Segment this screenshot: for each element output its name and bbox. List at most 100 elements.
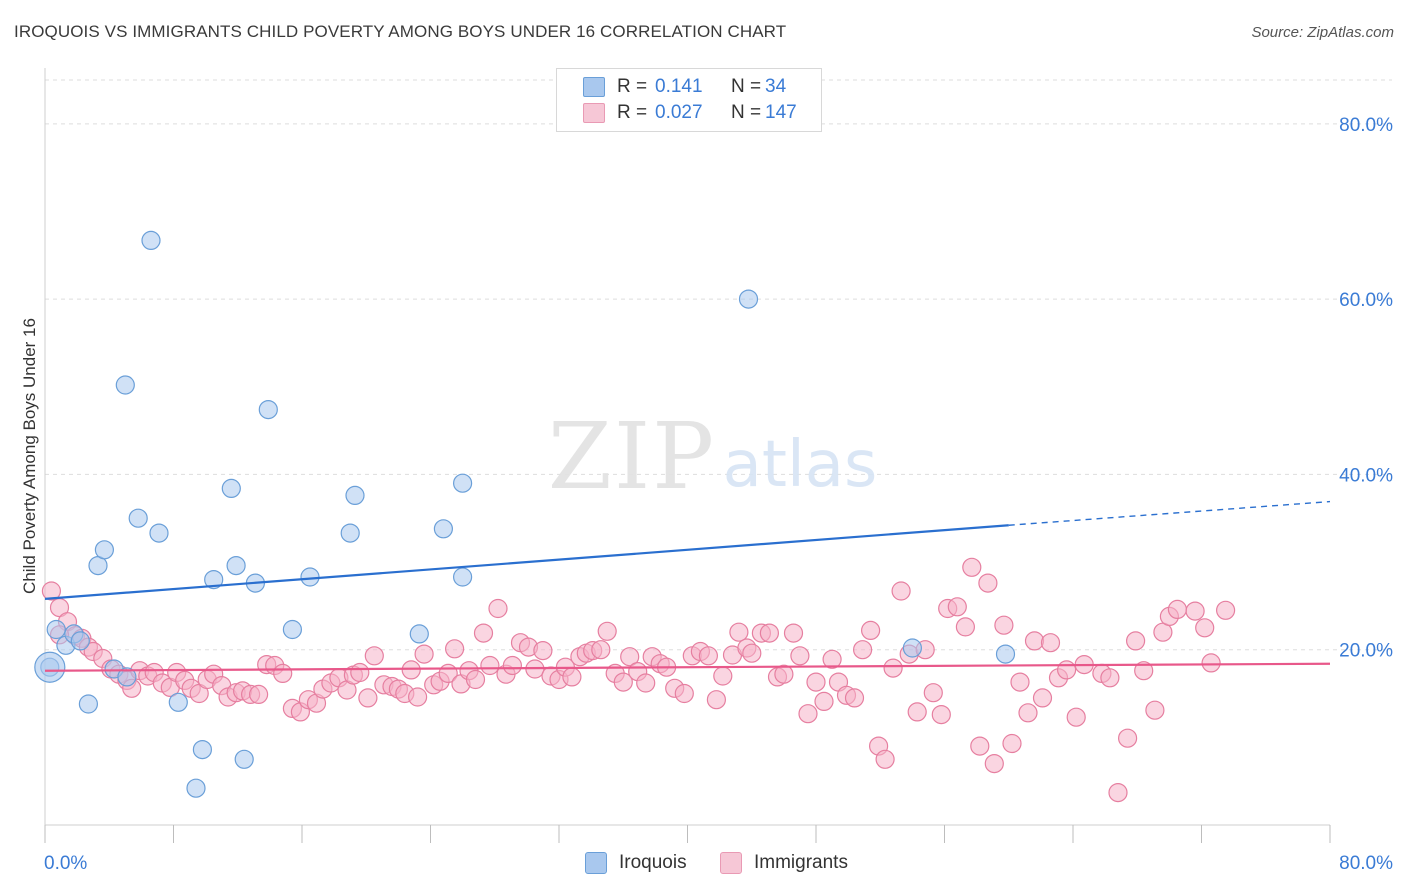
immigrants-point	[358, 688, 378, 708]
immigrants-point	[414, 644, 434, 664]
legend-label-immigrants: Immigrants	[754, 852, 848, 873]
legend-swatch-iroquois	[583, 77, 605, 97]
iroquois-point	[282, 619, 302, 640]
legend-row-iroquois: R = 0.141 N = 34	[583, 75, 786, 99]
immigrants-point	[844, 688, 865, 708]
immigrants-point	[783, 623, 804, 643]
r-label: R =	[617, 76, 648, 97]
immigrants-point	[729, 622, 749, 642]
immigrants-point	[1100, 668, 1120, 688]
iroquois-point	[128, 508, 148, 528]
stats-legend: R = 0.141 N = 34 R = 0.027 N = 147	[556, 68, 822, 132]
immigrants-point	[1167, 599, 1188, 620]
immigrants-point	[613, 672, 633, 692]
iroquois-point	[141, 230, 161, 250]
immigrants-point	[41, 581, 62, 601]
legend-item-immigrants[interactable]: Immigrants	[720, 852, 848, 874]
immigrants-point	[798, 704, 818, 724]
immigrants-point	[891, 581, 911, 601]
immigrants-point	[962, 557, 982, 577]
iroquois-point	[258, 400, 278, 420]
iroquois-point	[186, 778, 206, 798]
immigrants-point	[636, 673, 656, 693]
immigrants-point	[698, 646, 719, 666]
legend-swatch-iroquois	[585, 852, 607, 874]
y-tick-label: 80.0%	[1339, 115, 1393, 136]
immigrants-point	[591, 640, 611, 660]
immigrants-point	[774, 664, 794, 684]
legend-swatch-immigrants	[583, 103, 605, 123]
immigrants-point	[502, 655, 523, 676]
iroquois-point-large	[34, 651, 66, 683]
immigrants-point	[790, 646, 810, 666]
n-value: 34	[765, 76, 787, 97]
n-label: N =	[731, 102, 762, 123]
immigrants-point	[852, 640, 873, 660]
iroquois-point	[300, 567, 320, 587]
immigrants-point	[350, 662, 370, 683]
n-label: N =	[731, 76, 762, 97]
immigrants-trend	[44, 662, 1331, 672]
y-axis-label: Child Poverty Among Boys Under 16	[20, 318, 39, 594]
immigrants-point	[947, 597, 967, 617]
immigrants-point	[1201, 653, 1221, 673]
iroquois-point	[78, 694, 99, 714]
immigrants-point	[1145, 700, 1165, 720]
iroquois-trend-dashed	[1008, 500, 1331, 526]
immigrants-point	[923, 683, 943, 703]
iroquois-point	[433, 519, 453, 539]
tick-labels: 20.0% 40.0% 60.0% 80.0% 0.0% 80.0%	[44, 115, 1393, 874]
immigrants-point	[742, 643, 762, 663]
r-value: 0.141	[655, 76, 703, 97]
immigrants-point	[249, 684, 269, 705]
immigrants-point	[1032, 688, 1053, 708]
iroquois-point	[995, 644, 1016, 664]
immigrants-point	[994, 615, 1014, 635]
immigrants-point	[1117, 728, 1138, 748]
n-value: 147	[765, 102, 797, 123]
immigrants-point	[533, 640, 553, 661]
iroquois-point	[115, 375, 135, 395]
r-value: 0.027	[655, 102, 703, 123]
iroquois-point	[345, 485, 365, 505]
immigrants-point	[759, 623, 780, 643]
legend-item-iroquois[interactable]: Iroquois	[585, 852, 687, 874]
legend-swatch-immigrants	[720, 852, 742, 874]
iroquois-point	[70, 631, 90, 651]
immigrants-point	[1066, 707, 1086, 727]
immigrants-point	[1056, 660, 1077, 680]
iroquois-trend-solid	[44, 524, 1009, 600]
immigrants-point	[597, 621, 617, 641]
immigrants-point	[1010, 672, 1030, 692]
immigrants-point	[273, 663, 293, 684]
immigrants-point	[1185, 601, 1205, 621]
immigrants-point	[1125, 631, 1146, 651]
iroquois-point	[221, 478, 241, 498]
x-tick-label: 0.0%	[44, 853, 87, 874]
immigrants-point	[480, 655, 500, 676]
immigrants-point	[706, 690, 727, 710]
watermark-atlas: atlas	[723, 428, 878, 502]
immigrants-point	[1018, 703, 1038, 723]
legend-row-immigrants: R = 0.027 N = 147	[583, 101, 797, 125]
immigrants-points	[41, 557, 1236, 803]
y-tick-label: 60.0%	[1339, 290, 1393, 311]
immigrants-point	[883, 658, 903, 678]
iroquois-point	[234, 749, 254, 769]
x-tick-label: 80.0%	[1339, 853, 1393, 874]
immigrants-point	[401, 660, 421, 680]
immigrants-point	[860, 620, 881, 641]
immigrants-point	[488, 598, 508, 619]
immigrants-point	[1108, 782, 1128, 803]
immigrants-point	[907, 702, 927, 722]
immigrants-point	[806, 672, 826, 692]
immigrants-point	[465, 669, 486, 690]
immigrants-point	[978, 573, 998, 593]
series-legend: Iroquois Immigrants	[0, 852, 1406, 878]
immigrants-point	[1195, 618, 1215, 638]
source-label[interactable]: Source: ZipAtlas.com	[1251, 24, 1394, 41]
watermark-zip: ZIP	[548, 403, 716, 510]
iroquois-point	[94, 540, 115, 560]
iroquois-point	[340, 523, 360, 543]
immigrants-point	[620, 647, 640, 667]
